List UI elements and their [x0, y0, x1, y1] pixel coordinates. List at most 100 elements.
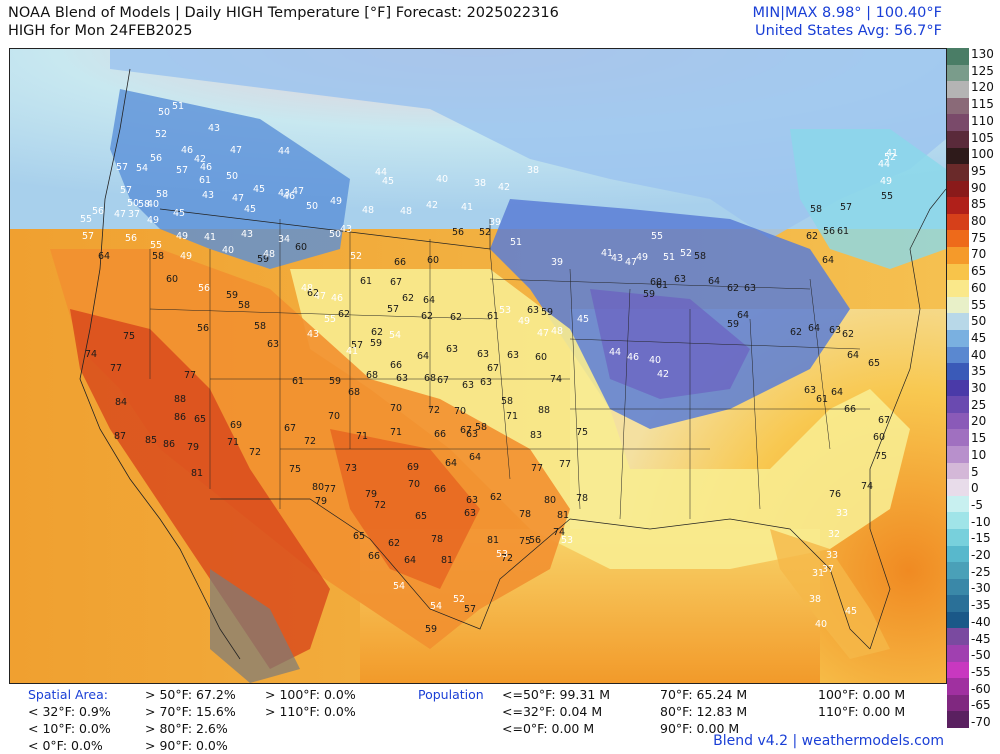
color-scale-segment — [947, 495, 969, 513]
temperature-label: 44 — [609, 347, 621, 358]
color-scale-label: -30 — [971, 581, 991, 596]
temperature-label: 63 — [466, 429, 478, 440]
color-scale-segment — [947, 313, 969, 331]
temperature-label: 63 — [804, 385, 816, 396]
color-scale-segment — [947, 562, 969, 580]
temperature-label: 72 — [374, 500, 386, 511]
temperature-label: 52 — [479, 227, 491, 238]
color-scale-label: -50 — [971, 648, 991, 663]
temperature-label: 61 — [292, 376, 304, 387]
temperature-label: 76 — [829, 489, 841, 500]
stat-item: <=0°F: 0.00 M — [502, 721, 595, 736]
color-scale-label: 10 — [971, 447, 987, 462]
temperature-label: 50 — [226, 171, 238, 182]
temperature-label: 49 — [147, 215, 159, 226]
temperature-label: 63 — [480, 377, 492, 388]
temperature-label: 62 — [806, 231, 818, 242]
color-scale-label: 30 — [971, 381, 987, 395]
temperature-label: 62 — [307, 288, 319, 299]
temperature-label: 54 — [393, 581, 405, 592]
temperature-label: 58 — [810, 204, 822, 215]
color-scale-label: 20 — [971, 414, 987, 429]
stat-item: <=50°F: 99.31 M — [502, 687, 611, 702]
temperature-label: 66 — [434, 484, 446, 495]
temperature-label: 38 — [474, 178, 486, 189]
temperature-label: 79 — [365, 489, 377, 500]
temperature-label: 62 — [338, 309, 350, 320]
map-title: NOAA Blend of Models | Daily HIGH Temper… — [8, 4, 559, 40]
temperature-label: 44 — [375, 167, 387, 178]
temperature-label: 65 — [868, 358, 880, 369]
temperature-label: 47 — [292, 186, 304, 197]
stat-item: < 10°F: 0.0% — [28, 721, 111, 736]
temperature-label: 63 — [829, 325, 841, 336]
temperature-label: 63 — [267, 339, 279, 350]
temperature-label: 46 — [283, 191, 295, 202]
stat-item: < 32°F: 0.9% — [28, 704, 111, 719]
color-scale-segment — [947, 512, 969, 530]
temperature-label: 63 — [477, 349, 489, 360]
color-scale-label: 60 — [971, 280, 987, 295]
temperature-label: 33 — [836, 508, 848, 519]
temperature-label: 62 — [450, 312, 462, 323]
temperature-label: 60 — [427, 255, 439, 266]
population-header: Population — [418, 687, 484, 702]
temperature-label: 80 — [312, 482, 324, 493]
color-scale-label: 35 — [971, 364, 987, 379]
stat-item: > 80°F: 2.6% — [145, 721, 228, 736]
footer-credit: Blend v4.2 | weathermodels.com — [713, 733, 944, 749]
temperature-label: 56 — [125, 233, 137, 244]
temperature-label: 61 — [360, 276, 372, 287]
temperature-label: 64 — [445, 458, 457, 469]
color-scale-segment — [947, 230, 969, 248]
sierra-madre-terrain — [210, 569, 300, 683]
color-scale-label: -70 — [971, 715, 991, 729]
color-scale-label: -65 — [971, 698, 991, 713]
temperature-label: 64 — [417, 351, 429, 362]
temperature-label: 61 — [656, 280, 668, 291]
temperature-label: 78 — [576, 493, 588, 504]
temperature-label: 86 — [163, 439, 175, 450]
temperature-label: 67 — [284, 423, 296, 434]
temperature-label: 81 — [191, 468, 203, 479]
temperature-label: 64 — [404, 555, 416, 566]
color-scale-segment — [947, 114, 969, 132]
color-scale-segment — [947, 694, 969, 712]
temperature-label: 64 — [469, 452, 481, 463]
hot-desert-core — [70, 309, 330, 669]
color-scale-label: 15 — [971, 431, 987, 446]
east-coast-outline — [869, 188, 946, 650]
temperature-label: 85 — [145, 435, 157, 446]
color-scale-segment — [947, 711, 969, 729]
temperature-label: 64 — [847, 350, 859, 361]
temperature-label: 41 — [601, 248, 613, 259]
temperature-label: 66 — [394, 257, 406, 268]
temperature-label: 63 — [396, 373, 408, 384]
temperature-label: 43 — [208, 123, 220, 134]
temperature-label: 60 — [873, 432, 885, 443]
temperature-label: 63 — [464, 508, 476, 519]
temperature-label: 43 — [307, 329, 319, 340]
temperature-label: 87 — [114, 431, 126, 442]
color-scale-bar — [947, 48, 969, 729]
temperature-label: 56 — [198, 283, 210, 294]
temperature-label: 45 — [845, 606, 857, 617]
stat-item: > 110°F: 0.0% — [265, 704, 356, 719]
title-line-1: NOAA Blend of Models | Daily HIGH Temper… — [8, 5, 559, 21]
color-scale-segment — [947, 48, 969, 66]
color-scale-segment — [947, 528, 969, 547]
temperature-label: 71 — [390, 427, 402, 438]
color-scale-label: 45 — [971, 330, 987, 345]
temperature-label: 63 — [744, 283, 756, 294]
temperature-label: 50 — [329, 229, 341, 240]
color-scale-label: 85 — [971, 197, 987, 212]
color-scale-label: 105 — [971, 130, 994, 145]
temperature-label: 64 — [831, 387, 843, 398]
temperature-label: 45 — [173, 208, 185, 219]
color-scale-segment — [947, 213, 969, 231]
temperature-label: 79 — [187, 442, 199, 453]
temperature-label: 43 — [241, 229, 253, 240]
temperature-label: 40 — [815, 619, 827, 630]
